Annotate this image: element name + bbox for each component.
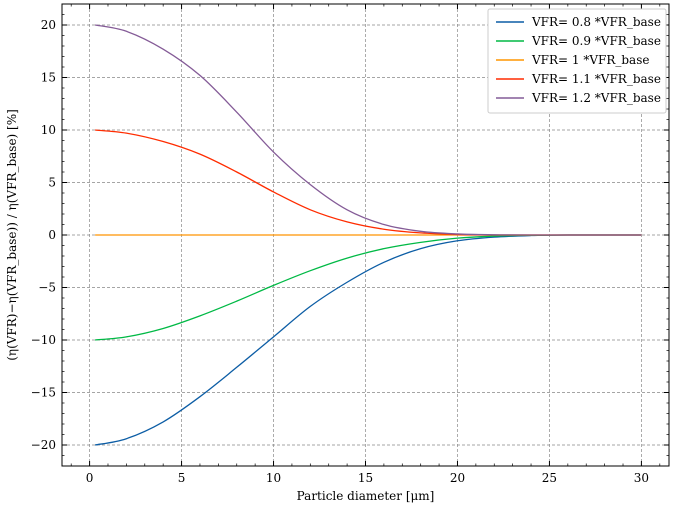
axis-ticks: 0 5 10 15 20 25 30 −20 −15 −10 −5 0 5 10 15 20 (31, 3, 669, 485)
legend: VFR= 0.8 *VFR_base VFR= 0.9 *VFR_base VFR=… (487, 8, 667, 114)
y-tick-label: 0 (48, 228, 56, 242)
y-tick-label: 20 (41, 18, 56, 32)
x-tick-label: 30 (634, 471, 649, 485)
x-tick-label: 5 (178, 471, 186, 485)
y-tick-label: −15 (31, 386, 56, 400)
legend-label: VFR= 0.9 *VFR_base (531, 34, 661, 48)
legend-label: VFR= 1 *VFR_base (531, 53, 649, 67)
y-tick-label: 5 (48, 176, 56, 190)
y-tick-label: −5 (38, 281, 56, 295)
x-axis-label: Particle diameter [μm] (297, 489, 435, 503)
y-tick-label: 15 (41, 71, 56, 85)
y-axis-label: (η(VFR)−η(VFR_base)) / η(VFR_base) [%] (5, 109, 19, 361)
x-tick-label: 15 (358, 471, 373, 485)
legend-label: VFR= 1.2 *VFR_base (531, 91, 661, 105)
legend-label: VFR= 0.8 *VFR_base (531, 15, 661, 29)
x-tick-label: 10 (266, 471, 281, 485)
x-tick-label: 25 (542, 471, 557, 485)
y-tick-label: 10 (41, 123, 56, 137)
series-line-5 (94, 24, 642, 236)
y-tick-label: −10 (31, 333, 56, 347)
legend-box (487, 8, 667, 114)
y-tick-label: −20 (31, 438, 56, 452)
series-lines (94, 24, 642, 446)
legend-label: VFR= 1.1 *VFR_base (531, 72, 661, 86)
x-tick-label: 0 (86, 471, 94, 485)
x-tick-label: 20 (450, 471, 465, 485)
